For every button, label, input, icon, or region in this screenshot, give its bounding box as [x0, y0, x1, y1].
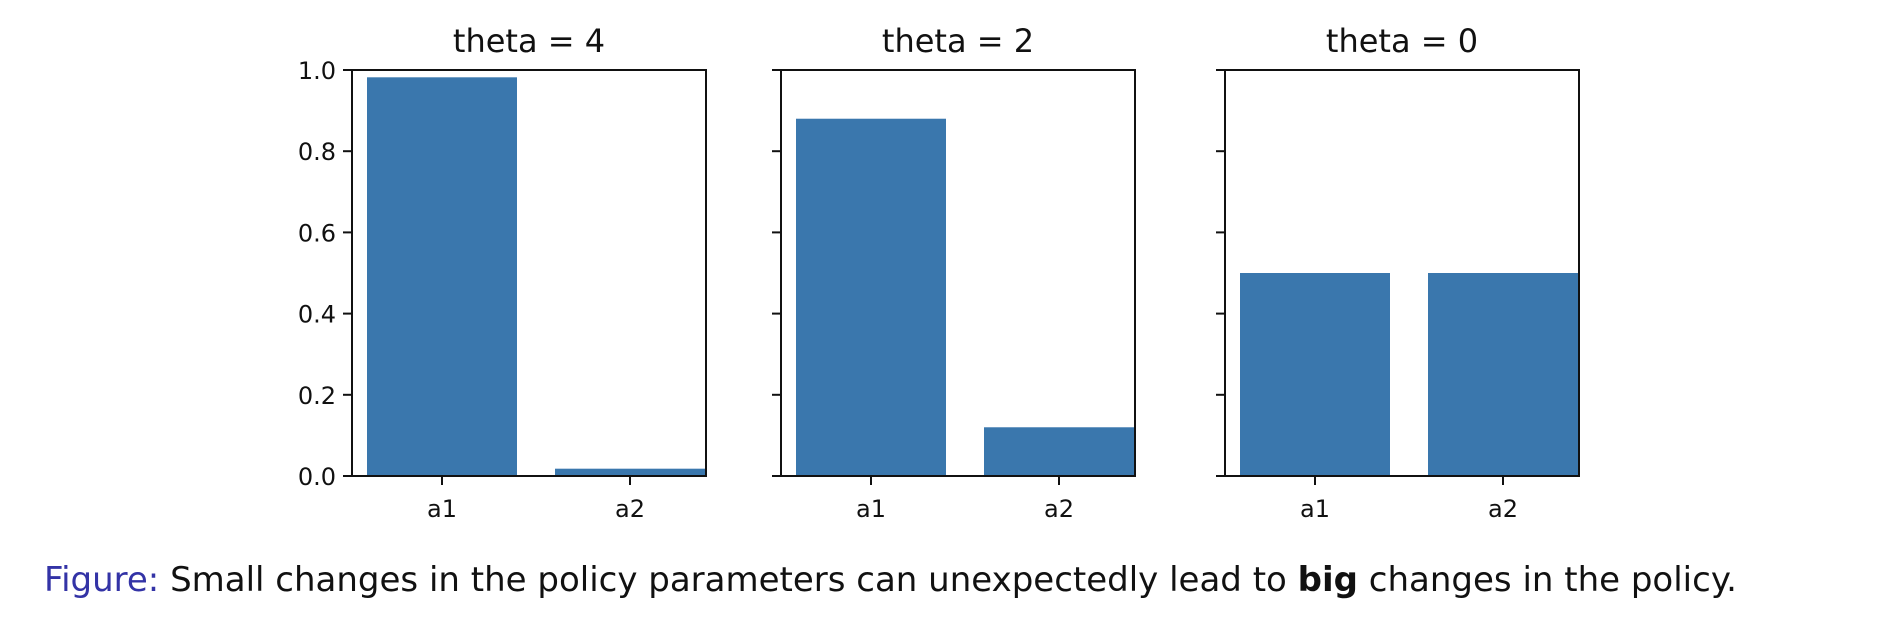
bar-a1 [1240, 273, 1390, 476]
x-tick-label: a1 [427, 495, 457, 523]
y-tick-label: 0.0 [298, 463, 336, 491]
bar-charts-figure: 0.0 0.2 0.4 0.6 0.8 1.0 a1 a2 theta = 4 a1 a2 theta… [298, 22, 1580, 523]
panel-title: theta = 0 [1326, 22, 1478, 60]
figure-caption: Figure: Small changes in the policy para… [44, 560, 1737, 600]
caption-text-before: Small changes in the policy parameters c… [159, 560, 1298, 600]
caption-bold-word: big [1297, 560, 1358, 600]
y-tick-label: 0.2 [298, 382, 336, 410]
panel-title: theta = 2 [882, 22, 1034, 60]
panel-title: theta = 4 [453, 22, 605, 60]
axes-frame [1224, 69, 1580, 477]
x-tick-label: a2 [1488, 495, 1518, 523]
axes-frame [780, 69, 1136, 477]
x-tick-label: a2 [615, 495, 645, 523]
x-tick-label: a1 [1300, 495, 1330, 523]
y-tick-label: 0.8 [298, 138, 336, 166]
axes-frame [351, 69, 707, 477]
x-tick-label: a1 [856, 495, 886, 523]
bar-a2 [555, 468, 705, 476]
y-tick-label: 0.4 [298, 301, 336, 329]
bar-a1 [796, 118, 946, 476]
bar-a2 [1428, 273, 1578, 476]
y-tick-label: 1.0 [298, 57, 336, 85]
bar-a1 [367, 77, 517, 477]
bar-a2 [984, 427, 1134, 476]
caption-text-after: changes in the policy. [1357, 560, 1737, 600]
y-tick-label: 0.6 [298, 219, 336, 247]
x-tick-label: a2 [1044, 495, 1074, 523]
caption-label: Figure: [44, 560, 160, 600]
